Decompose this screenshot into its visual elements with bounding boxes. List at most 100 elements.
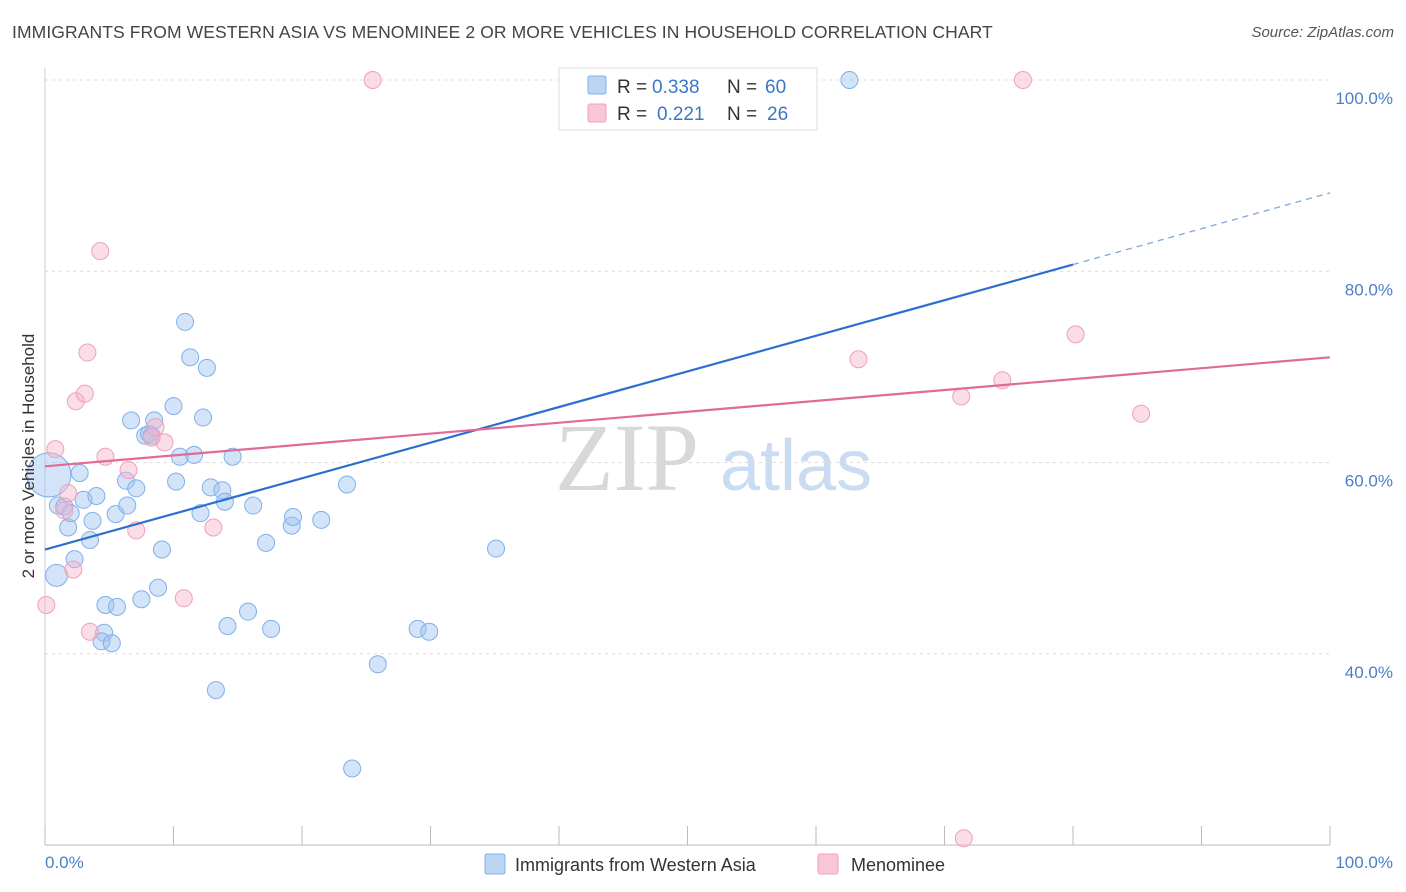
bottom-legend-swatch-pink bbox=[817, 853, 839, 875]
data-point bbox=[952, 387, 971, 406]
legend-r-value-1: 0.338 bbox=[652, 77, 700, 98]
x-tick-label-right: 100.0% bbox=[1335, 853, 1393, 872]
data-point bbox=[55, 497, 74, 516]
legend-r-label-2: R = bbox=[617, 104, 647, 125]
data-point bbox=[181, 348, 200, 367]
data-point bbox=[26, 452, 72, 498]
x-tick-label-left: 0.0% bbox=[45, 853, 84, 872]
data-point bbox=[213, 481, 232, 500]
data-point bbox=[954, 829, 973, 848]
data-point bbox=[284, 508, 303, 527]
source-label: Source: ZipAtlas.com bbox=[1251, 24, 1394, 41]
bottom-legend-label-1: Immigrants from Western Asia bbox=[515, 855, 757, 875]
data-point bbox=[152, 540, 171, 559]
data-point bbox=[206, 681, 225, 700]
bottom-legend-swatch-blue bbox=[484, 853, 506, 875]
legend-box: R = 0.338 N = 60 R = 0.221 N = 26 bbox=[558, 67, 818, 131]
data-point bbox=[37, 595, 56, 614]
data-point bbox=[102, 634, 121, 653]
data-point bbox=[87, 486, 106, 505]
data-point bbox=[70, 464, 89, 483]
data-point bbox=[122, 411, 141, 430]
data-point bbox=[223, 447, 242, 466]
data-point bbox=[119, 461, 138, 480]
legend-swatch-blue bbox=[587, 75, 607, 95]
data-point bbox=[194, 408, 213, 427]
data-point bbox=[45, 563, 69, 587]
data-point bbox=[176, 312, 195, 331]
data-point bbox=[155, 433, 174, 452]
y-tick-label-100: 100.0% bbox=[1335, 89, 1393, 108]
data-point bbox=[849, 350, 868, 369]
y-tick-label-40: 40.0% bbox=[1345, 663, 1393, 682]
data-point bbox=[145, 411, 164, 430]
tick-labels: 40.0% 60.0% 80.0% 100.0% 0.0% 100.0% bbox=[45, 89, 1393, 872]
data-point bbox=[420, 622, 439, 641]
data-point bbox=[1132, 404, 1151, 423]
data-point bbox=[337, 475, 356, 494]
data-point bbox=[174, 589, 193, 608]
data-point bbox=[59, 484, 78, 503]
trend-line-blue-extension bbox=[1072, 192, 1331, 266]
data-point bbox=[55, 501, 74, 520]
trend-lines bbox=[44, 192, 1331, 551]
data-point bbox=[408, 619, 427, 638]
data-point bbox=[116, 471, 135, 490]
data-point bbox=[164, 397, 183, 416]
data-point bbox=[262, 619, 281, 638]
data-point bbox=[80, 622, 99, 641]
data-point bbox=[149, 578, 168, 597]
data-point bbox=[1013, 71, 1032, 89]
y-axis-label: 2 or more Vehicles in Household bbox=[19, 334, 38, 579]
data-point bbox=[170, 447, 189, 466]
data-point bbox=[96, 595, 115, 614]
data-point bbox=[343, 759, 362, 778]
watermark-atlas: atlas bbox=[720, 426, 872, 506]
legend-r-label-1: R = bbox=[617, 77, 647, 98]
data-point bbox=[80, 530, 99, 549]
data-point bbox=[66, 392, 85, 411]
data-point bbox=[132, 590, 151, 609]
legend-r-value-2: 0.221 bbox=[657, 104, 705, 125]
trend-line-blue bbox=[44, 263, 1074, 551]
data-point bbox=[218, 617, 237, 636]
legend-n-label-2: N = bbox=[727, 104, 757, 125]
data-point bbox=[118, 496, 137, 515]
data-point bbox=[257, 533, 276, 552]
bottom-legend: Immigrants from Western Asia Menominee bbox=[484, 853, 945, 875]
data-point bbox=[64, 560, 83, 579]
data-point bbox=[146, 418, 165, 437]
data-point bbox=[840, 71, 859, 89]
data-point bbox=[46, 440, 65, 459]
legend-n-label-1: N = bbox=[727, 77, 757, 98]
legend-n-value-2: 26 bbox=[767, 104, 788, 125]
data-point bbox=[244, 496, 263, 515]
data-point bbox=[191, 504, 210, 523]
grid-lines bbox=[45, 79, 1330, 655]
data-point bbox=[201, 478, 220, 497]
data-point bbox=[363, 71, 382, 89]
data-point bbox=[487, 539, 506, 558]
bottom-legend-label-2: Menominee bbox=[851, 855, 945, 875]
axes bbox=[44, 68, 1331, 846]
legend-swatch-pink bbox=[587, 103, 607, 123]
data-point bbox=[1066, 325, 1085, 344]
y-tick-label-80: 80.0% bbox=[1345, 280, 1393, 299]
data-point bbox=[368, 655, 387, 674]
chart-title: IMMIGRANTS FROM WESTERN ASIA VS MENOMINE… bbox=[12, 22, 993, 42]
data-point bbox=[204, 518, 223, 537]
data-point bbox=[75, 384, 94, 403]
data-point bbox=[91, 242, 110, 261]
data-point bbox=[197, 358, 216, 377]
data-point bbox=[59, 518, 78, 537]
scatter-points bbox=[26, 71, 1151, 848]
y-tick-label-60: 60.0% bbox=[1345, 472, 1393, 491]
data-point bbox=[83, 511, 102, 530]
data-point bbox=[78, 343, 97, 362]
data-point bbox=[107, 597, 126, 616]
data-point bbox=[312, 510, 331, 529]
data-point bbox=[167, 472, 186, 491]
trend-line-pink bbox=[44, 356, 1331, 468]
watermark-zip: ZIP bbox=[555, 404, 699, 511]
data-point bbox=[127, 479, 146, 498]
